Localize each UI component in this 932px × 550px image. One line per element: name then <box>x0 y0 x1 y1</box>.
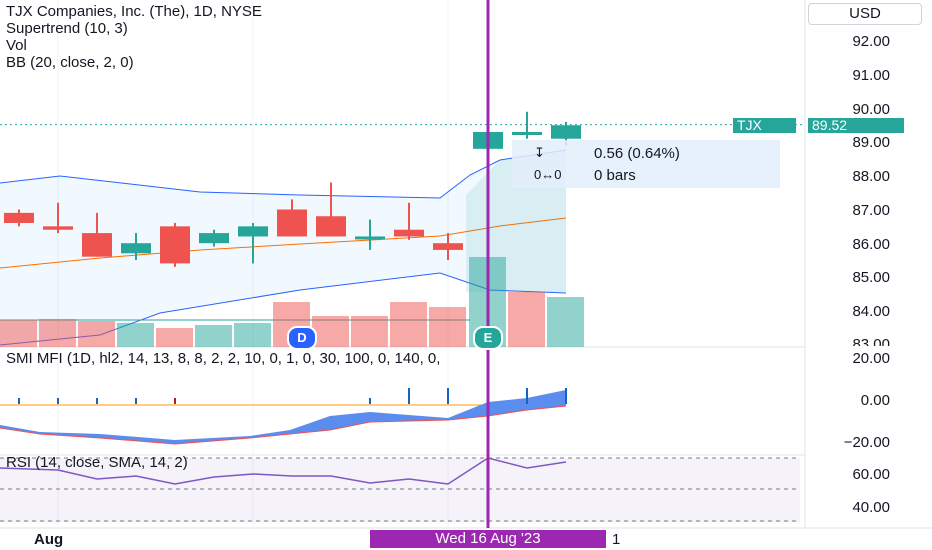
bollinger-upper-line <box>0 149 567 199</box>
price-tick: 92.00 <box>852 33 890 50</box>
volume-bar <box>78 321 115 347</box>
time-axis-edge-label: 1 <box>612 531 621 548</box>
crosshair-date-badge: Wed 16 Aug '23 <box>370 530 606 548</box>
price-tick: 90.00 <box>852 101 890 118</box>
last-price-tag: 89.52 <box>808 118 904 133</box>
price-tick: 87.00 <box>852 202 890 219</box>
bar-range-icon: 0↔0 <box>534 167 562 182</box>
price-range-icon: ↧ <box>534 145 545 160</box>
price-tick: 88.00 <box>852 168 890 185</box>
volume-bar <box>508 292 545 347</box>
bar-count-text: 0 bars <box>594 167 636 184</box>
bollinger-fill <box>0 150 566 345</box>
rsi-legend[interactable]: RSI (14, close, SMA, 14, 2) <box>6 454 188 471</box>
price-tick: 86.00 <box>852 236 890 253</box>
supertrend-legend[interactable]: Supertrend (10, 3) <box>6 20 128 37</box>
candle-body <box>277 209 307 237</box>
candle-body <box>433 243 463 250</box>
candle-body <box>355 236 385 240</box>
price-tick: 89.00 <box>852 134 890 151</box>
volume-bar <box>39 319 76 347</box>
volume-bar <box>312 316 349 347</box>
candle-body <box>394 229 424 237</box>
volume-bar <box>390 302 427 347</box>
candle-body <box>551 125 581 139</box>
currency-button[interactable]: USD <box>808 3 922 25</box>
earnings-badge[interactable]: E <box>473 326 503 350</box>
rsi-band <box>0 458 800 522</box>
volume-bar <box>195 325 232 347</box>
candle-body <box>121 243 151 254</box>
candle-body <box>82 233 112 257</box>
ticker-tag: TJX <box>733 118 796 133</box>
measure-tooltip: ↧ 0.56 (0.64%) 0↔0 0 bars <box>512 140 780 188</box>
price-tick: 83.00 <box>852 336 890 346</box>
volume-bar <box>429 307 466 347</box>
rsi-tick: 60.00 <box>852 466 890 483</box>
volume-legend[interactable]: Vol <box>6 37 27 54</box>
time-axis-month: Aug <box>34 531 64 548</box>
smi-area <box>0 390 566 444</box>
smi-legend[interactable]: SMI MFI (1D, hl2, 14, 13, 8, 8, 2, 2, 10… <box>6 350 441 367</box>
candle-body <box>4 212 34 223</box>
candle-body <box>43 226 73 230</box>
dividend-badge[interactable]: D <box>287 326 317 350</box>
volume-bar <box>351 316 388 347</box>
volume-bar <box>234 323 271 347</box>
smi-tick: −20.00 <box>843 434 890 451</box>
volume-bar <box>547 297 584 347</box>
candle-body <box>160 226 190 264</box>
candle-body <box>238 226 268 237</box>
smi-tick: 20.00 <box>852 350 890 367</box>
candle-body <box>199 233 229 244</box>
rsi-line <box>0 457 567 485</box>
rsi-tick: 40.00 <box>852 499 890 516</box>
smi-tick: 0.00 <box>860 392 890 409</box>
price-tick: 91.00 <box>852 67 890 84</box>
price-change-text: 0.56 (0.64%) <box>594 145 680 162</box>
volume-bar <box>156 328 193 347</box>
smi-lower-line <box>0 405 567 445</box>
bollinger-basis-line <box>0 217 567 269</box>
bollinger-legend[interactable]: BB (20, close, 2, 0) <box>6 54 134 71</box>
price-tick: 84.00 <box>852 303 890 320</box>
candle-body <box>512 131 542 135</box>
volume-bar <box>117 323 154 347</box>
volume-bar <box>0 320 37 347</box>
candle-body <box>316 216 346 237</box>
price-tick: 85.00 <box>852 269 890 286</box>
symbol-legend[interactable]: TJX Companies, Inc. (The), 1D, NYSE <box>6 3 262 20</box>
